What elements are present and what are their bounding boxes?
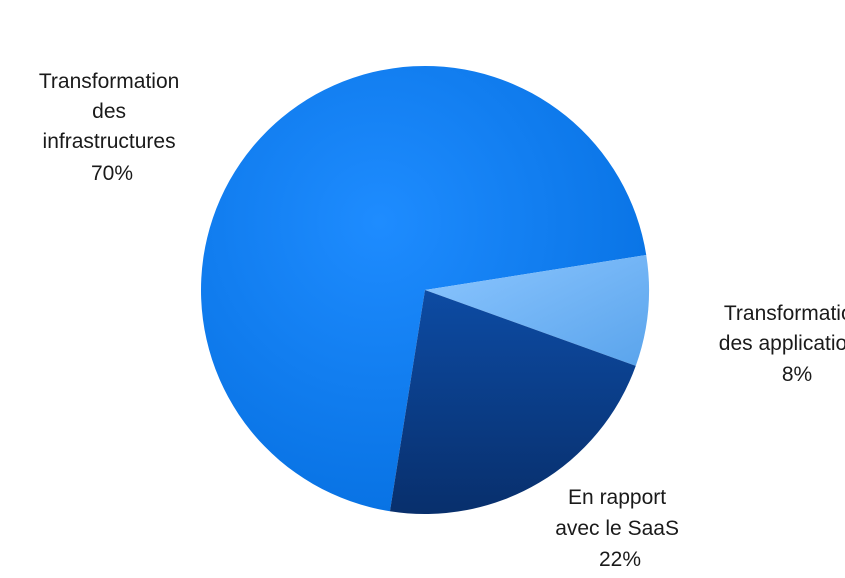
slice-label-infrastructures: Transformation des infrastructures 70% <box>39 70 185 185</box>
pie-slice-saas <box>389 290 636 514</box>
slice-label-applications: Transformation des applications 8% <box>719 302 845 386</box>
pie-slice-infrastructures <box>200 65 647 512</box>
slice-label-saas: En rapport avec le SaaS 22% <box>555 486 685 571</box>
pie-slice-applications <box>425 254 649 366</box>
